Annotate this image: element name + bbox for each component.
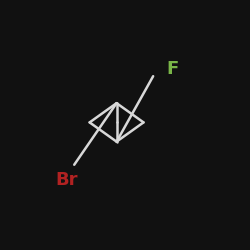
- Text: Br: Br: [55, 171, 78, 189]
- Text: F: F: [166, 60, 179, 78]
